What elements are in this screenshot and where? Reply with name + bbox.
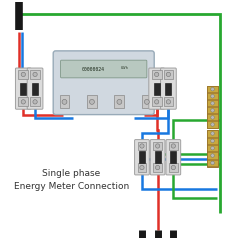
Bar <box>139 151 145 163</box>
Circle shape <box>155 72 159 77</box>
Bar <box>207 138 218 144</box>
Circle shape <box>33 72 37 77</box>
Bar <box>163 97 173 106</box>
Bar <box>18 97 28 106</box>
FancyBboxPatch shape <box>166 140 181 175</box>
Bar <box>154 83 160 95</box>
Bar <box>207 130 218 167</box>
Circle shape <box>171 144 175 148</box>
Text: Single phase: Single phase <box>42 169 101 178</box>
Bar <box>170 151 176 163</box>
Bar <box>30 97 40 106</box>
Bar <box>138 142 146 150</box>
FancyBboxPatch shape <box>149 68 164 109</box>
Bar <box>169 163 178 172</box>
Circle shape <box>156 144 160 148</box>
Circle shape <box>211 123 214 126</box>
Bar <box>207 160 218 166</box>
Bar <box>207 107 218 114</box>
Circle shape <box>33 100 37 104</box>
Text: 00000024: 00000024 <box>82 66 105 72</box>
FancyBboxPatch shape <box>27 68 43 109</box>
Circle shape <box>155 100 159 104</box>
FancyBboxPatch shape <box>53 51 154 115</box>
Circle shape <box>211 161 214 165</box>
Bar <box>20 83 26 95</box>
Bar <box>153 142 162 150</box>
Text: kWh: kWh <box>121 66 129 70</box>
Circle shape <box>211 102 214 105</box>
Circle shape <box>156 165 160 170</box>
Circle shape <box>211 116 214 119</box>
FancyBboxPatch shape <box>135 140 149 175</box>
Bar <box>165 83 171 95</box>
Bar <box>207 114 218 120</box>
Bar <box>138 163 146 172</box>
Text: Energy Meter Connection: Energy Meter Connection <box>14 182 129 191</box>
Circle shape <box>211 95 214 98</box>
Circle shape <box>90 99 94 104</box>
Bar <box>30 70 40 79</box>
Circle shape <box>144 99 149 104</box>
Bar <box>32 83 38 95</box>
Circle shape <box>166 100 171 104</box>
Bar <box>114 96 124 108</box>
Circle shape <box>211 87 214 91</box>
Bar <box>155 151 161 163</box>
Bar <box>60 96 69 108</box>
Circle shape <box>117 99 122 104</box>
Bar <box>142 96 152 108</box>
Circle shape <box>62 99 67 104</box>
Bar <box>207 130 218 137</box>
Circle shape <box>166 72 171 77</box>
Bar <box>169 142 178 150</box>
Bar <box>153 163 162 172</box>
Circle shape <box>140 165 144 170</box>
Bar <box>207 86 218 92</box>
Circle shape <box>211 139 214 143</box>
Bar <box>18 70 28 79</box>
Circle shape <box>21 72 25 77</box>
Circle shape <box>211 146 214 150</box>
Circle shape <box>171 165 175 170</box>
Bar <box>87 96 97 108</box>
Bar <box>152 70 162 79</box>
Circle shape <box>211 109 214 112</box>
Bar <box>163 70 173 79</box>
Bar <box>207 93 218 99</box>
Circle shape <box>211 154 214 157</box>
Bar <box>207 100 218 106</box>
FancyBboxPatch shape <box>15 68 31 109</box>
Bar <box>207 121 218 127</box>
Circle shape <box>211 132 214 135</box>
FancyBboxPatch shape <box>161 68 176 109</box>
FancyBboxPatch shape <box>150 140 165 175</box>
Bar <box>207 152 218 159</box>
FancyBboxPatch shape <box>60 60 147 78</box>
Bar <box>207 86 218 128</box>
Bar <box>152 97 162 106</box>
Circle shape <box>140 144 144 148</box>
Bar <box>207 145 218 151</box>
Circle shape <box>21 100 25 104</box>
